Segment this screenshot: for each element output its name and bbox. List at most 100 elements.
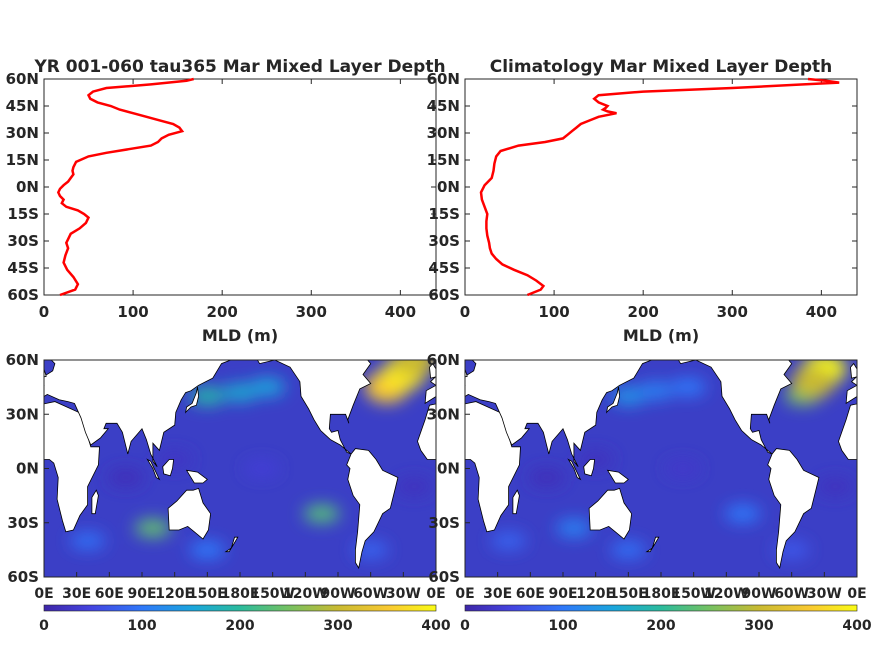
y-tick-label: 30N [427, 124, 460, 142]
landmass-africa [44, 401, 100, 533]
x-tick-label: 200 [628, 303, 659, 321]
mld-feature [249, 378, 286, 397]
x-tick-label: 60W [774, 586, 809, 602]
x-tick-label: 60W [353, 586, 388, 602]
x-tick-label: 0 [39, 303, 49, 321]
y-tick-label: 60S [7, 568, 39, 586]
landmass-africa [465, 401, 521, 533]
y-tick-label: 30N [6, 405, 39, 423]
plot-frame [464, 78, 858, 296]
landmass-africa [838, 403, 857, 460]
continents [44, 320, 806, 570]
x-tick-label: 30W [807, 586, 842, 602]
mld-feature [156, 450, 193, 469]
x-tick-label: 400 [385, 303, 416, 321]
landmass-australia [588, 487, 633, 540]
y-tick-label: 0N [16, 178, 39, 196]
y-tick-label: 30S [428, 232, 460, 250]
x-tick-label: 90E [127, 586, 156, 602]
x-tick-label: 60E [95, 586, 124, 602]
mld-feature [664, 459, 701, 478]
landmass-uk [465, 368, 468, 378]
y-tick-label: 45N [6, 97, 39, 115]
y-tick-label: 60S [428, 568, 460, 586]
y-tick-label: 60S [428, 286, 460, 304]
x-tick-label: 180E [642, 586, 681, 602]
x-tick-label: 90E [548, 586, 577, 602]
landmass-sumatra [146, 458, 161, 481]
x-tick-label: 300 [296, 303, 327, 321]
x-tick-label: 30E [483, 586, 512, 602]
x-tick-label: 30W [386, 586, 421, 602]
y-tick-label: 30N [6, 124, 39, 142]
x-tick-label: 0E [847, 586, 866, 602]
y-tick-label: 0N [16, 460, 39, 478]
mld-feature [555, 519, 592, 538]
y-tick-label: 45N [427, 97, 460, 115]
mld-feature [107, 468, 144, 487]
landmass-borneo [162, 459, 175, 477]
colorbar-tick-label: 0 [39, 618, 49, 634]
landmass-sumatra [567, 458, 582, 481]
x-tick-label: 300 [717, 303, 748, 321]
mld-feature [189, 540, 226, 559]
colorbar-tick-label: 200 [225, 618, 254, 634]
mld-feature [222, 383, 258, 402]
landmass-namerica [256, 360, 372, 455]
landmass-greenland [791, 360, 809, 361]
colorbar-tick-label: 300 [744, 618, 773, 634]
landmass-borneo [583, 459, 596, 477]
x-tick-label: 120W [704, 586, 749, 602]
landmass-madagascar [91, 489, 99, 515]
x-tick-label: 100 [117, 303, 148, 321]
x-tick-label: 120E [155, 586, 194, 602]
x-tick-label: 120E [576, 586, 615, 602]
mld-feature [303, 504, 340, 523]
y-tick-label: 30S [7, 514, 39, 532]
landmass-eurasia [424, 375, 436, 405]
mld-feature [134, 519, 171, 538]
y-tick-label: 30S [428, 514, 460, 532]
mld-profile-line [56, 77, 195, 297]
y-tick-label: 0N [437, 178, 460, 196]
plot-frame [43, 78, 437, 296]
x-tick-label: 30E [62, 586, 91, 602]
x-tick-label: 120W [283, 586, 328, 602]
y-tick-label: 15N [427, 151, 460, 169]
y-tick-label: 0N [437, 460, 460, 478]
colorbar [464, 604, 858, 612]
profile-panel-right: Climatology Mar Mixed Layer Depth 60S 45S… [427, 57, 858, 345]
panel-title: Climatology Mar Mixed Layer Depth [490, 57, 833, 77]
mld-feature [724, 504, 761, 523]
mld-field [490, 360, 854, 559]
colorbar-tick-label: 0 [460, 618, 470, 634]
landmass-namerica [677, 360, 793, 455]
mld-feature [392, 360, 436, 376]
landmass-newguinea [185, 469, 208, 484]
x-tick-label: 0E [426, 586, 445, 602]
colorbar-tick-label: 300 [323, 618, 352, 634]
colorbar-tick-label: 100 [548, 618, 577, 634]
x-tick-label: 180E [221, 586, 260, 602]
landmass-madagascar [512, 489, 520, 515]
y-tick-label: 15S [428, 205, 460, 223]
landmass-japan [605, 387, 621, 414]
panel-title: YR 001-060 tau365 Mar Mixed Layer Depth [33, 57, 445, 77]
mld-feature [490, 531, 527, 550]
landmass-africa [417, 403, 436, 460]
profile-panel-left: YR 001-060 tau365 Mar Mixed Layer Depth … [6, 57, 446, 345]
mld-feature [637, 381, 674, 400]
landmass-eurasia [845, 375, 857, 405]
mld-feature [610, 540, 647, 559]
mld-feature [396, 477, 433, 496]
mld-feature [817, 477, 854, 496]
landmass-samerica [346, 448, 399, 570]
x-tick-label: 400 [806, 303, 837, 321]
landmass-greenland [757, 320, 806, 360]
colorbar-tick-label: 200 [646, 618, 675, 634]
x-tick-label: 100 [538, 303, 569, 321]
y-tick-label: 60N [6, 70, 39, 88]
landmass-uk [850, 362, 857, 379]
landmass-newguinea [606, 469, 629, 484]
